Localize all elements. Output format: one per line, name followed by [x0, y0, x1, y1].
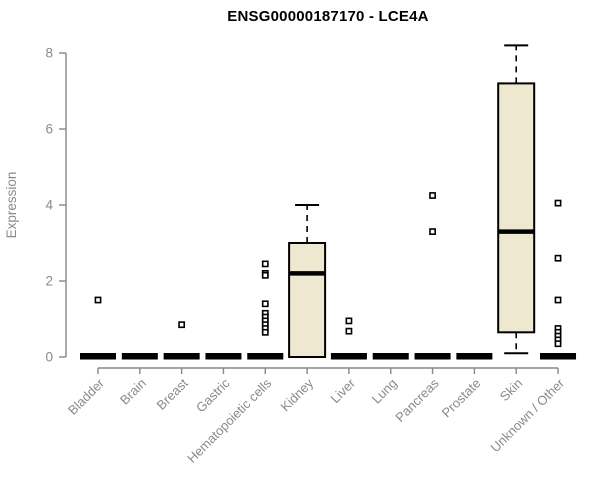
box-brain [121, 353, 158, 360]
box-gastric [205, 353, 242, 360]
y-tick-label: 6 [45, 122, 53, 137]
outlier-point [261, 300, 269, 308]
outlier-point [554, 254, 562, 262]
outlier-point [261, 271, 269, 279]
x-tick-label-liver: Liver [328, 375, 359, 406]
box-unknown-other [540, 353, 577, 360]
x-tick-label-prostate: Prostate [439, 376, 484, 421]
x-tick-label-skin: Skin [497, 376, 525, 404]
y-tick-label: 8 [45, 46, 53, 61]
x-tick-label-unknown-other: Unknown / Other [488, 375, 568, 455]
outlier-point [261, 260, 269, 268]
box-bladder [80, 353, 116, 360]
box-prostate [456, 353, 493, 360]
y-tick-label: 4 [45, 198, 53, 213]
box-breast [163, 353, 200, 360]
box-kidney [288, 242, 327, 358]
x-tick-label-lung: Lung [369, 376, 400, 407]
outlier-point [178, 321, 186, 329]
box-lung [372, 353, 409, 360]
x-tick-label-bladder: Bladder [65, 375, 108, 418]
y-tick-label: 2 [45, 274, 53, 289]
x-tick-label-gastric: Gastric [193, 375, 233, 415]
box-liver [330, 353, 367, 360]
outlier-point [554, 296, 562, 304]
box-hematopoietic-cells [247, 353, 284, 360]
outlier-point [554, 199, 562, 207]
outlier-point [429, 192, 436, 199]
box-pancreas [414, 353, 451, 360]
outlier-point [345, 317, 353, 325]
x-tick-label-pancreas: Pancreas [392, 375, 442, 425]
outlier-point [94, 296, 102, 304]
outlier-point [345, 327, 353, 335]
y-axis-label: Expression [4, 172, 19, 239]
y-tick-label: 0 [45, 350, 53, 365]
box-skin [497, 82, 536, 334]
outlier-point [429, 228, 436, 235]
x-tick-label-breast: Breast [154, 375, 191, 412]
x-tick-label-brain: Brain [117, 376, 149, 408]
outlier-point [554, 340, 562, 348]
outlier-point [261, 328, 269, 336]
x-tick-label-kidney: Kidney [278, 375, 317, 414]
chart-title: ENSG00000187170 - LCE4A [227, 8, 429, 25]
